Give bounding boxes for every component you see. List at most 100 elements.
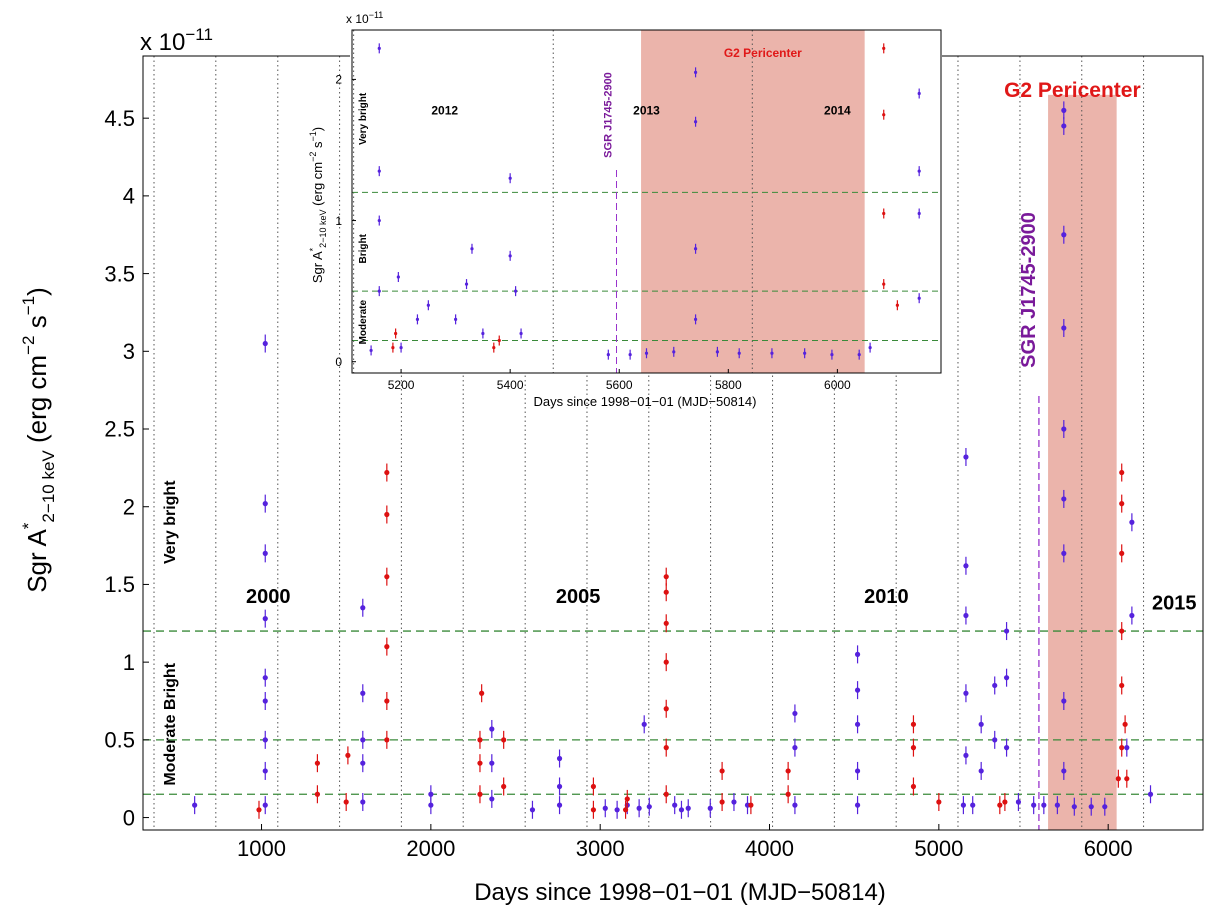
data-point	[1061, 692, 1067, 710]
inset-axes: 5200 5400 5600 5800 6000 0 1 2	[335, 29, 942, 392]
data-marker	[672, 350, 676, 354]
data-point	[1061, 225, 1067, 244]
data-marker	[731, 799, 737, 805]
data-marker	[1002, 799, 1008, 805]
data-marker	[377, 169, 381, 173]
data-point	[672, 796, 678, 815]
data-point	[917, 293, 921, 304]
data-marker	[917, 211, 921, 216]
data-marker	[663, 745, 669, 751]
data-point	[854, 681, 861, 700]
data-point	[497, 335, 501, 346]
data-marker	[590, 807, 597, 813]
data-point	[1088, 797, 1094, 816]
data-marker	[384, 698, 390, 704]
data-marker	[377, 218, 381, 223]
data-point	[360, 598, 366, 617]
data-point	[377, 43, 381, 54]
data-marker	[882, 46, 886, 50]
inset-data-points	[369, 43, 921, 360]
inset-threshold-lines	[352, 191, 941, 342]
data-point	[693, 116, 698, 127]
data-marker	[854, 651, 861, 657]
data-point	[792, 738, 798, 757]
data-point	[262, 494, 268, 513]
data-point	[464, 279, 469, 290]
data-marker	[360, 737, 366, 743]
data-point	[910, 715, 917, 734]
data-point	[477, 730, 483, 749]
data-point	[470, 243, 474, 254]
data-marker	[426, 303, 430, 307]
data-point	[1061, 101, 1067, 120]
y-tick-label: 3.5	[104, 261, 135, 286]
data-point	[1129, 606, 1135, 625]
data-marker	[384, 737, 390, 743]
x-tick-label: 5200	[388, 378, 415, 392]
year-label: 2010	[864, 586, 909, 608]
data-marker	[1129, 612, 1135, 619]
data-marker	[693, 247, 698, 251]
data-point	[384, 505, 390, 524]
data-point	[508, 173, 512, 184]
data-marker	[624, 796, 630, 802]
y-tick-label: 2.5	[104, 417, 135, 442]
data-marker	[1061, 496, 1067, 502]
data-marker	[992, 682, 998, 689]
data-marker	[663, 659, 669, 665]
data-marker	[508, 254, 512, 258]
data-marker	[917, 169, 921, 173]
data-point	[1122, 715, 1128, 734]
data-marker	[396, 275, 400, 279]
data-marker	[1031, 802, 1037, 808]
data-point	[737, 348, 741, 359]
data-point	[529, 800, 536, 819]
data-marker	[1061, 768, 1067, 774]
data-point	[1119, 494, 1125, 513]
data-point	[262, 544, 268, 563]
x-tick-label: 4000	[745, 836, 794, 861]
data-marker	[343, 799, 349, 805]
data-marker	[663, 706, 669, 712]
data-point	[477, 785, 483, 804]
data-point	[1061, 489, 1067, 508]
data-marker	[644, 351, 649, 355]
data-point	[707, 799, 713, 818]
data-marker	[1061, 426, 1067, 432]
data-marker	[384, 644, 390, 650]
annotations: G2 Pericenter SGR J1745-2900	[1004, 79, 1141, 830]
data-marker	[693, 70, 698, 74]
data-point	[1147, 785, 1154, 804]
data-point	[1115, 769, 1121, 788]
data-marker	[963, 454, 969, 460]
data-point	[636, 799, 642, 818]
data-marker	[672, 802, 678, 808]
data-point	[997, 796, 1003, 815]
data-marker	[360, 605, 366, 611]
inset-year-labels: 2012 2013 2014	[431, 104, 851, 118]
y-tick-label: 1	[123, 650, 135, 675]
data-point	[1003, 668, 1010, 687]
data-marker	[377, 46, 381, 50]
data-marker	[748, 802, 754, 808]
data-marker	[646, 804, 652, 810]
data-point	[693, 67, 698, 78]
data-point	[1102, 797, 1108, 816]
pericenter-band	[641, 30, 865, 373]
data-marker	[830, 353, 834, 357]
data-point	[672, 346, 676, 357]
data-marker	[489, 726, 495, 732]
state-label: Moderate Bright	[162, 662, 179, 785]
data-point	[314, 754, 321, 773]
data-marker	[556, 802, 563, 808]
data-point	[963, 447, 969, 466]
data-marker	[360, 760, 366, 766]
data-point	[803, 348, 807, 359]
data-marker	[256, 807, 262, 813]
data-marker	[1129, 519, 1135, 525]
svg-text:Sgr A*2−10 keV (erg cm−2 s−1): Sgr A*2−10 keV (erg cm−2 s−1)	[19, 287, 58, 593]
year-gridlines	[153, 56, 1145, 830]
y-tick-label: 0	[123, 805, 135, 830]
data-point	[1015, 793, 1022, 812]
